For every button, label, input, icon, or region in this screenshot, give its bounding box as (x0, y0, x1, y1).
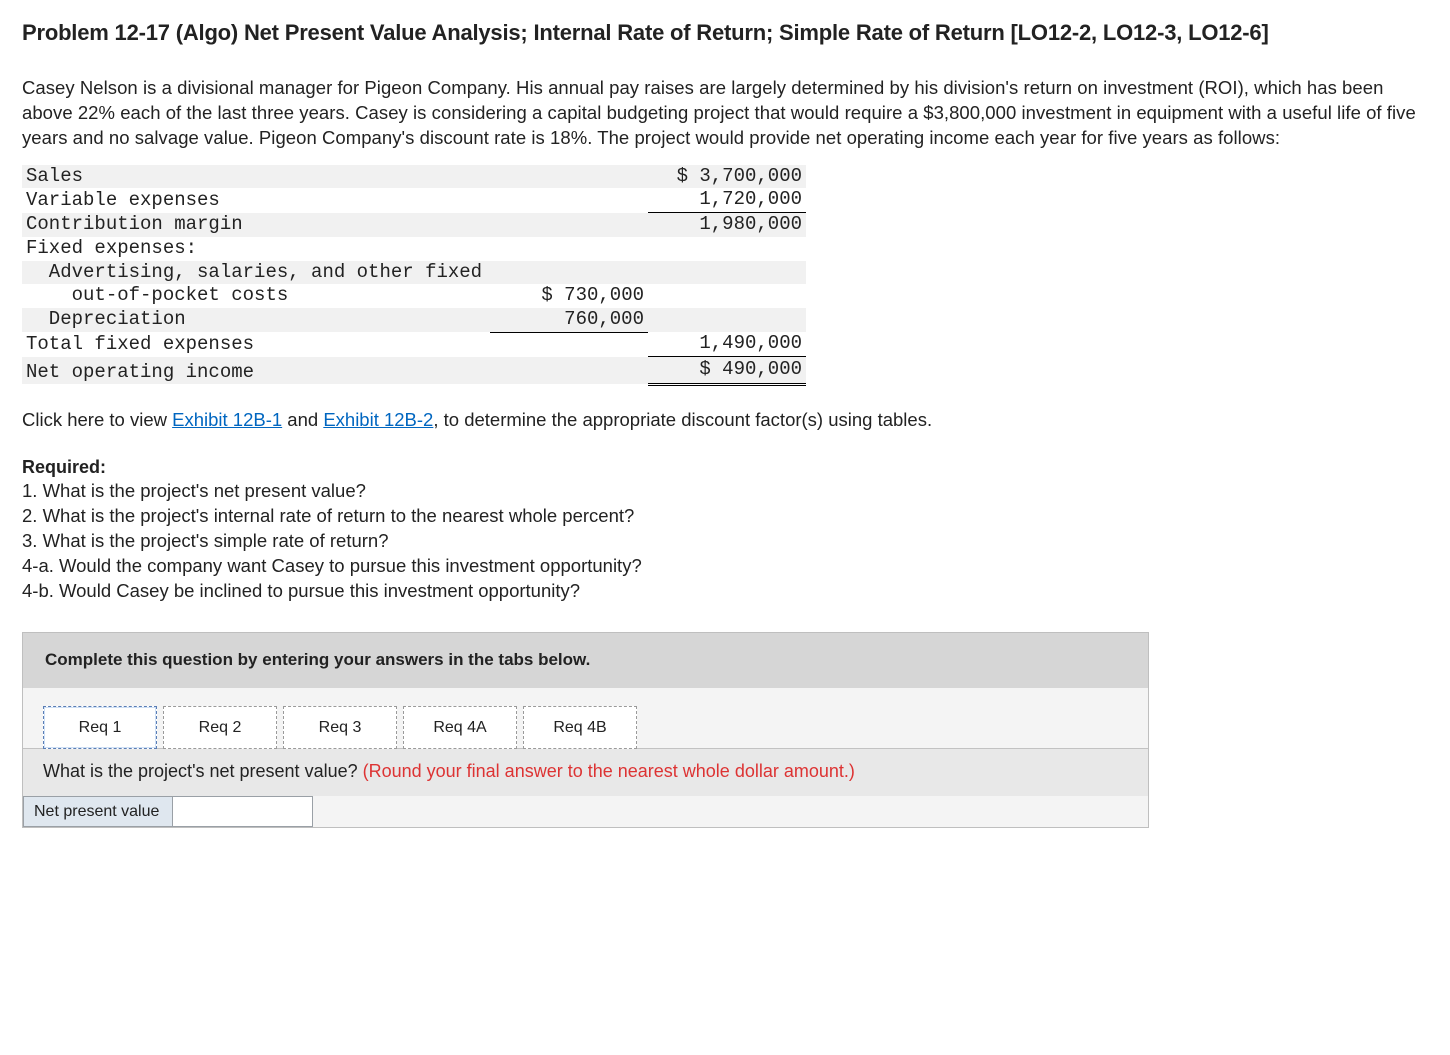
table-row: Total fixed expenses 1,490,000 (22, 332, 806, 356)
row-col2: 1,980,000 (648, 213, 806, 237)
row-col1: $ 730,000 (490, 284, 648, 308)
required-item: 4-a. Would the company want Casey to pur… (22, 554, 1428, 579)
required-item: 1. What is the project's net present val… (22, 479, 1428, 504)
row-col1 (490, 237, 648, 261)
row-label: Contribution margin (22, 213, 490, 237)
row-label: Variable expenses (22, 188, 490, 212)
question-hint: (Round your final answer to the nearest … (363, 761, 855, 781)
required-item: 3. What is the project's simple rate of … (22, 529, 1428, 554)
question-bar: What is the project's net present value?… (23, 748, 1148, 795)
table-row: Contribution margin 1,980,000 (22, 213, 806, 237)
required-heading: Required: (22, 455, 1428, 479)
row-col1 (490, 261, 648, 285)
row-col1: 760,000 (490, 308, 648, 332)
exhibit-mid: and (282, 409, 323, 430)
table-row: Depreciation760,000 (22, 308, 806, 332)
row-col2 (648, 237, 806, 261)
row-label: Depreciation (22, 308, 490, 332)
problem-heading: Problem 12-17 (Algo) Net Present Value A… (22, 18, 1428, 48)
row-label: Sales (22, 165, 490, 189)
table-row: Variable expenses 1,720,000 (22, 188, 806, 212)
exhibit-link-2[interactable]: Exhibit 12B-2 (323, 409, 433, 430)
row-col2 (648, 261, 806, 285)
table-row: Net operating income $ 490,000 (22, 357, 806, 385)
question-text: What is the project's net present value? (43, 761, 363, 781)
exhibit-prefix: Click here to view (22, 409, 172, 430)
tab-req-3[interactable]: Req 3 (283, 706, 397, 750)
answer-banner: Complete this question by entering your … (23, 633, 1148, 688)
row-col1 (490, 188, 648, 212)
required-list: 1. What is the project's net present val… (22, 479, 1428, 604)
tab-req-4a[interactable]: Req 4A (403, 706, 517, 750)
row-label: Fixed expenses: (22, 237, 490, 261)
row-label: Advertising, salaries, and other fixed (22, 261, 490, 285)
answer-box: Complete this question by entering your … (22, 632, 1149, 828)
row-col2: $ 490,000 (648, 357, 806, 385)
row-label: out-of-pocket costs (22, 284, 490, 308)
table-row: Fixed expenses: (22, 237, 806, 261)
row-col1 (490, 332, 648, 356)
problem-intro: Casey Nelson is a divisional manager for… (22, 76, 1428, 151)
required-item: 4-b. Would Casey be inclined to pursue t… (22, 579, 1428, 604)
table-row: Sales $ 3,700,000 (22, 165, 806, 189)
row-col1 (490, 165, 648, 189)
npv-input[interactable] (173, 796, 313, 828)
table-row: Advertising, salaries, and other fixed (22, 261, 806, 285)
row-col1 (490, 213, 648, 237)
row-col2: 1,490,000 (648, 332, 806, 356)
row-col2: 1,720,000 (648, 188, 806, 212)
row-col2 (648, 308, 806, 332)
exhibit-line: Click here to view Exhibit 12B-1 and Exh… (22, 408, 1428, 433)
entry-label: Net present value (23, 796, 173, 828)
exhibit-link-1[interactable]: Exhibit 12B-1 (172, 409, 282, 430)
row-col2 (648, 284, 806, 308)
exhibit-suffix: , to determine the appropriate discount … (433, 409, 932, 430)
entry-row: Net present value (23, 796, 1148, 828)
tab-req-2[interactable]: Req 2 (163, 706, 277, 750)
income-statement-table: Sales $ 3,700,000 Variable expenses 1,720,0… (22, 165, 806, 386)
table-row: out-of-pocket costs$ 730,000 (22, 284, 806, 308)
tab-req-1[interactable]: Req 1 (43, 706, 157, 750)
tabs-row: Req 1Req 2Req 3Req 4AReq 4B (23, 688, 1148, 750)
row-label: Net operating income (22, 357, 490, 385)
row-col1 (490, 357, 648, 385)
row-col2: $ 3,700,000 (648, 165, 806, 189)
tab-req-4b[interactable]: Req 4B (523, 706, 637, 750)
row-label: Total fixed expenses (22, 332, 490, 356)
required-item: 2. What is the project's internal rate o… (22, 504, 1428, 529)
